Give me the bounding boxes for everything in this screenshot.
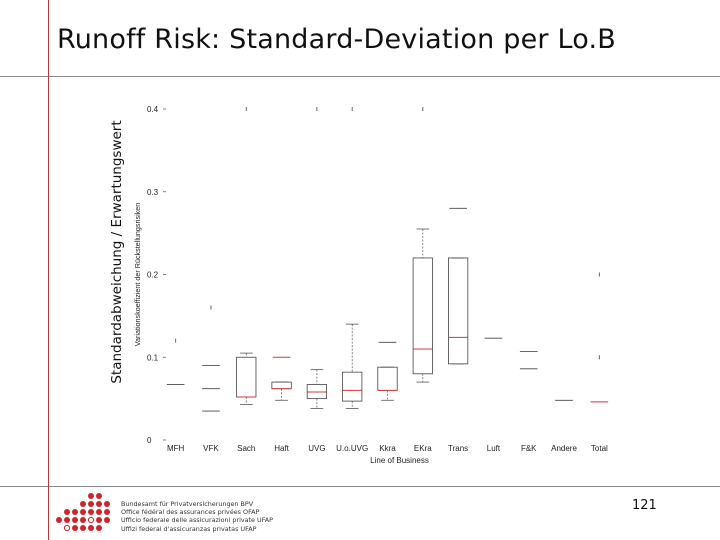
x-tick-label: Luft xyxy=(487,444,501,453)
x-axis-label: Line of Business xyxy=(370,456,429,465)
x-tick-label: Total xyxy=(591,444,608,453)
x-tick-label: VFK xyxy=(203,444,219,453)
y-tick-label: 0.4 xyxy=(147,105,159,114)
slide-title: Runoff Risk: Standard-Deviation per Lo.B xyxy=(57,24,616,55)
outer-y-axis-label: Standardabweichung / Erwartungswert xyxy=(109,120,125,384)
y-tick-label: 0 xyxy=(147,436,152,445)
top-rule xyxy=(0,76,720,77)
box-iqr xyxy=(377,366,398,391)
box-iqr xyxy=(448,257,469,365)
footer-line-it: Ufficio federale delle assicurazioni pri… xyxy=(121,516,274,525)
footer-line-de: Bundesamt für Privatversicherungen BPV xyxy=(121,500,254,508)
x-tick-label: Trans xyxy=(448,444,468,453)
x-tick-label: F&K xyxy=(521,444,537,453)
footer-line-rm: Uffizi federal d'assicuranzas privatas U… xyxy=(121,524,257,533)
y-tick-label: 0.1 xyxy=(147,353,159,362)
left-accent-rule xyxy=(48,0,49,540)
box-iqr xyxy=(342,371,363,402)
x-tick-label: EKra xyxy=(414,444,432,453)
bottom-rule xyxy=(0,486,720,487)
boxplot-chart: 0 0.1 0.2 0.3 0.4 Variationskoeffizient der R… xyxy=(133,105,609,465)
bpv-logo-icon xyxy=(56,493,110,532)
page-number: 121 xyxy=(632,498,657,513)
y-tick-label: 0.3 xyxy=(147,188,159,197)
box-iqr xyxy=(412,257,433,375)
x-tick-label: U.o.UVG xyxy=(336,444,368,453)
footer-agency-names: Bundesamt für Privatversicherungen BPV O… xyxy=(121,500,273,533)
x-tick-label: Haft xyxy=(274,444,289,453)
x-tick-label: Kkra xyxy=(379,444,396,453)
footer-line-fr: Office fédéral des assurances privées OF… xyxy=(121,508,260,517)
y-tick-label: 0.2 xyxy=(147,271,159,280)
box-iqr xyxy=(236,356,257,398)
box-iqr xyxy=(271,381,292,390)
x-tick-label: MFH xyxy=(167,444,185,453)
x-tick-label: Andere xyxy=(551,444,577,453)
x-tick-label: UVG xyxy=(308,444,325,453)
x-tick-label: Sach xyxy=(237,444,255,453)
y-axis-label: Variationskoeffizient der Rückstellungsr… xyxy=(133,203,142,347)
